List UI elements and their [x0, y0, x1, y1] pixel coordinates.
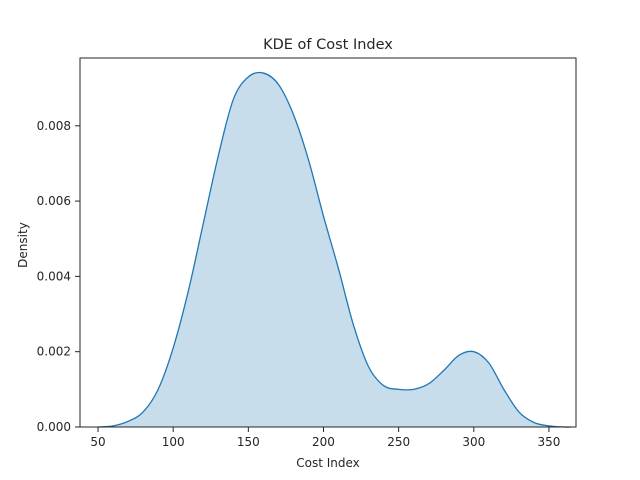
chart-title: KDE of Cost Index: [263, 37, 393, 53]
plot-area: [97, 71, 572, 428]
y-axis-label: Density: [16, 222, 30, 268]
y-tick-label: 0.008: [37, 119, 71, 133]
x-tick-label: 300: [462, 435, 485, 449]
y-tick-label: 0.002: [37, 345, 71, 359]
x-tick-label: 250: [387, 435, 410, 449]
y-tick-label: 0.006: [37, 194, 71, 208]
y-tick-label: 0.004: [37, 269, 71, 283]
x-tick-label: 50: [90, 435, 105, 449]
y-tick-label: 0.000: [37, 420, 71, 434]
y-axis: 0.000 0.002 0.004 0.006 0.008: [37, 119, 80, 434]
x-tick-label: 350: [537, 435, 560, 449]
x-axis-label: Cost Index: [296, 456, 360, 470]
kde-line: [97, 71, 572, 428]
x-tick-label: 200: [312, 435, 335, 449]
x-tick-label: 150: [237, 435, 260, 449]
kde-area: [98, 72, 572, 428]
x-axis: 50 100 150 200 250 300 350: [90, 427, 560, 449]
x-tick-label: 100: [162, 435, 185, 449]
axes-frame: [79, 57, 577, 428]
